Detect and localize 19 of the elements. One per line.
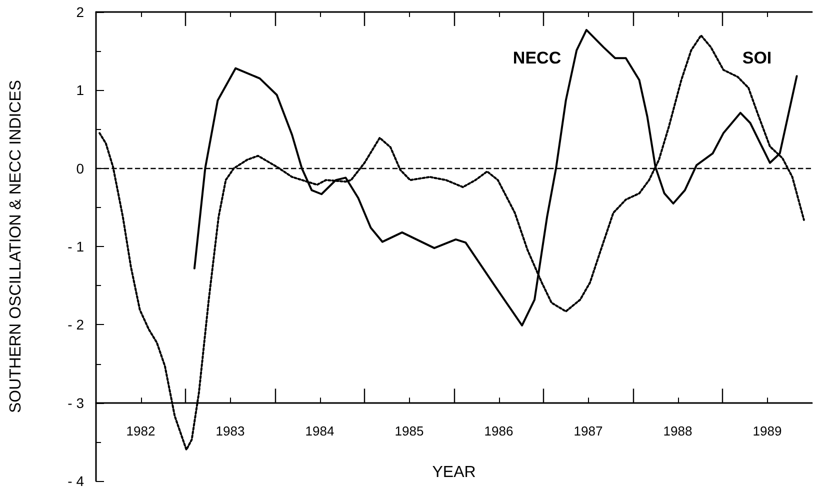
series-label: SOI: [742, 48, 772, 68]
x-tick-label: 1982: [126, 424, 156, 439]
x-tick-label: 1986: [484, 424, 514, 439]
x-tick-label: 1983: [216, 424, 245, 439]
y-tick-label: 0: [76, 160, 84, 176]
y-tick-label: - 1: [68, 238, 84, 254]
series-label: NECC: [512, 48, 562, 68]
x-tick-label: 1985: [394, 424, 424, 439]
x-tick-label: 1989: [752, 424, 782, 439]
y-axis-title: SOUTHERN OSCILLATION & NECC INDICES: [8, 80, 24, 414]
y-tick-label: 1: [76, 82, 84, 98]
x-tick-label: 1987: [574, 424, 603, 439]
y-tick-label: 2: [76, 4, 84, 20]
x-tick-label: 1988: [663, 424, 692, 439]
y-tick-label: - 3: [68, 394, 84, 411]
y-tick-label: - 2: [68, 316, 84, 333]
x-axis-title: YEAR: [432, 464, 476, 482]
x-tick-label: 1984: [305, 424, 334, 439]
y-tick-label: - 4: [68, 473, 84, 488]
